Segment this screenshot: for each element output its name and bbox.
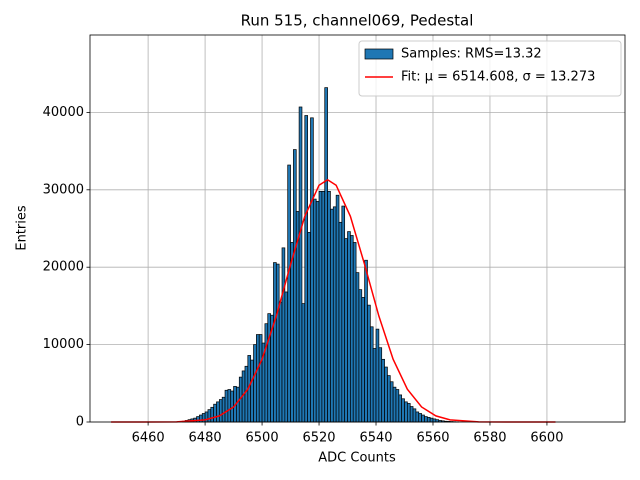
histogram-bar xyxy=(284,291,289,423)
legend-label: Samples: RMS=13.32 xyxy=(401,47,542,62)
histogram-bar xyxy=(250,359,254,423)
histogram-bar xyxy=(369,326,374,423)
histogram-bar xyxy=(290,242,294,423)
histogram-bar xyxy=(324,87,328,423)
histogram-bar xyxy=(429,417,434,423)
histogram-bar xyxy=(424,416,428,423)
histogram-bar xyxy=(398,394,403,423)
histogram-bar xyxy=(275,263,280,423)
histogram-bar xyxy=(415,411,420,423)
histogram-bar xyxy=(281,247,286,423)
histogram-bar xyxy=(335,194,340,423)
histogram-bar xyxy=(310,117,314,423)
histogram-bar xyxy=(315,201,320,423)
histogram-bar xyxy=(395,389,400,423)
histogram-bar xyxy=(278,301,283,423)
y-tick-label: 40000 xyxy=(43,105,84,120)
x-tick-label: 6520 xyxy=(302,431,335,446)
histogram-bar xyxy=(318,190,323,423)
histogram-bar xyxy=(352,242,357,423)
histogram-bar xyxy=(426,417,431,423)
histogram-bar xyxy=(358,289,363,423)
x-tick-label: 6460 xyxy=(132,431,165,446)
histogram-bar xyxy=(387,375,391,423)
legend: Samples: RMS=13.32 Fit: μ = 6514.608, σ =… xyxy=(358,40,622,97)
histogram-bar xyxy=(384,366,388,423)
histogram-bar xyxy=(355,272,360,423)
y-tick-label: 30000 xyxy=(43,182,84,197)
histogram-bar xyxy=(307,232,311,423)
histogram-bar xyxy=(432,418,437,423)
histogram-bar xyxy=(301,303,306,423)
chart-title: Run 515, channel069, Pedestal xyxy=(241,12,474,30)
histogram-bar xyxy=(389,381,394,423)
histogram-bar xyxy=(372,348,377,423)
fit-line xyxy=(111,178,556,423)
histogram-bar xyxy=(312,198,317,423)
x-tick-label: 6540 xyxy=(359,431,392,446)
histogram-bar xyxy=(256,334,260,423)
legend-swatch xyxy=(364,48,394,60)
histogram-bar xyxy=(392,386,397,423)
histogram-bar xyxy=(409,406,414,423)
histogram-bar xyxy=(264,323,269,423)
histogram-bar xyxy=(361,297,365,423)
plot-area xyxy=(111,87,556,423)
y-tick-label: 20000 xyxy=(43,260,84,275)
histogram-bar xyxy=(418,413,422,423)
axes-frame xyxy=(89,34,626,423)
histogram-bar xyxy=(347,231,351,423)
x-tick-label: 6580 xyxy=(473,431,506,446)
histogram-bar xyxy=(227,389,232,423)
histogram-bar xyxy=(381,358,385,423)
histogram-bar xyxy=(367,304,371,423)
y-tick-label: 0 xyxy=(76,415,84,430)
histogram-bar xyxy=(267,313,271,423)
histogram-bar xyxy=(304,115,308,423)
histogram-bar xyxy=(244,365,249,423)
legend-box xyxy=(358,40,622,97)
histogram-bar xyxy=(196,416,200,423)
x-tick-label: 6480 xyxy=(189,431,222,446)
histogram-bar xyxy=(378,347,383,423)
histogram-bar xyxy=(321,190,326,423)
y-tick-label: 10000 xyxy=(43,337,84,352)
histogram-bar xyxy=(218,399,223,423)
histogram-bar xyxy=(338,221,343,423)
histogram-bar xyxy=(401,398,405,423)
y-axis-label: Entries xyxy=(15,205,30,251)
histogram-bar xyxy=(330,208,334,423)
histogram-bar xyxy=(258,334,263,423)
x-axis-label: ADC Counts xyxy=(318,451,396,466)
x-tick-label: 6600 xyxy=(530,431,563,446)
histogram-bar xyxy=(344,238,348,423)
histogram-bar xyxy=(327,190,331,423)
x-tick-label: 6500 xyxy=(246,431,279,446)
histogram-bar xyxy=(421,414,425,423)
legend-label: Fit: μ = 6514.608, σ = 13.273 xyxy=(401,70,595,85)
histogram-bar xyxy=(221,396,226,423)
histogram-bar xyxy=(207,409,212,423)
histogram-bar xyxy=(224,389,229,423)
histogram-bar xyxy=(341,205,346,423)
histogram-bar xyxy=(375,328,380,423)
histogram-bar xyxy=(350,235,354,423)
histogram-bar xyxy=(293,149,297,423)
histogram-bar xyxy=(364,259,368,423)
histogram-bar xyxy=(332,206,337,423)
histogram-bar xyxy=(273,262,277,423)
histogram-bar xyxy=(236,386,240,423)
histogram-bar xyxy=(287,164,291,423)
histogram-bar xyxy=(404,401,408,423)
histogram-bar xyxy=(253,344,257,423)
x-tick-label: 6560 xyxy=(416,431,449,446)
histogram-bar xyxy=(298,106,303,423)
histogram-bar xyxy=(216,401,220,423)
histogram-bar xyxy=(412,408,417,423)
histogram-bar xyxy=(213,403,217,423)
histogram-bar xyxy=(407,403,411,423)
histogram-bar xyxy=(210,406,214,423)
